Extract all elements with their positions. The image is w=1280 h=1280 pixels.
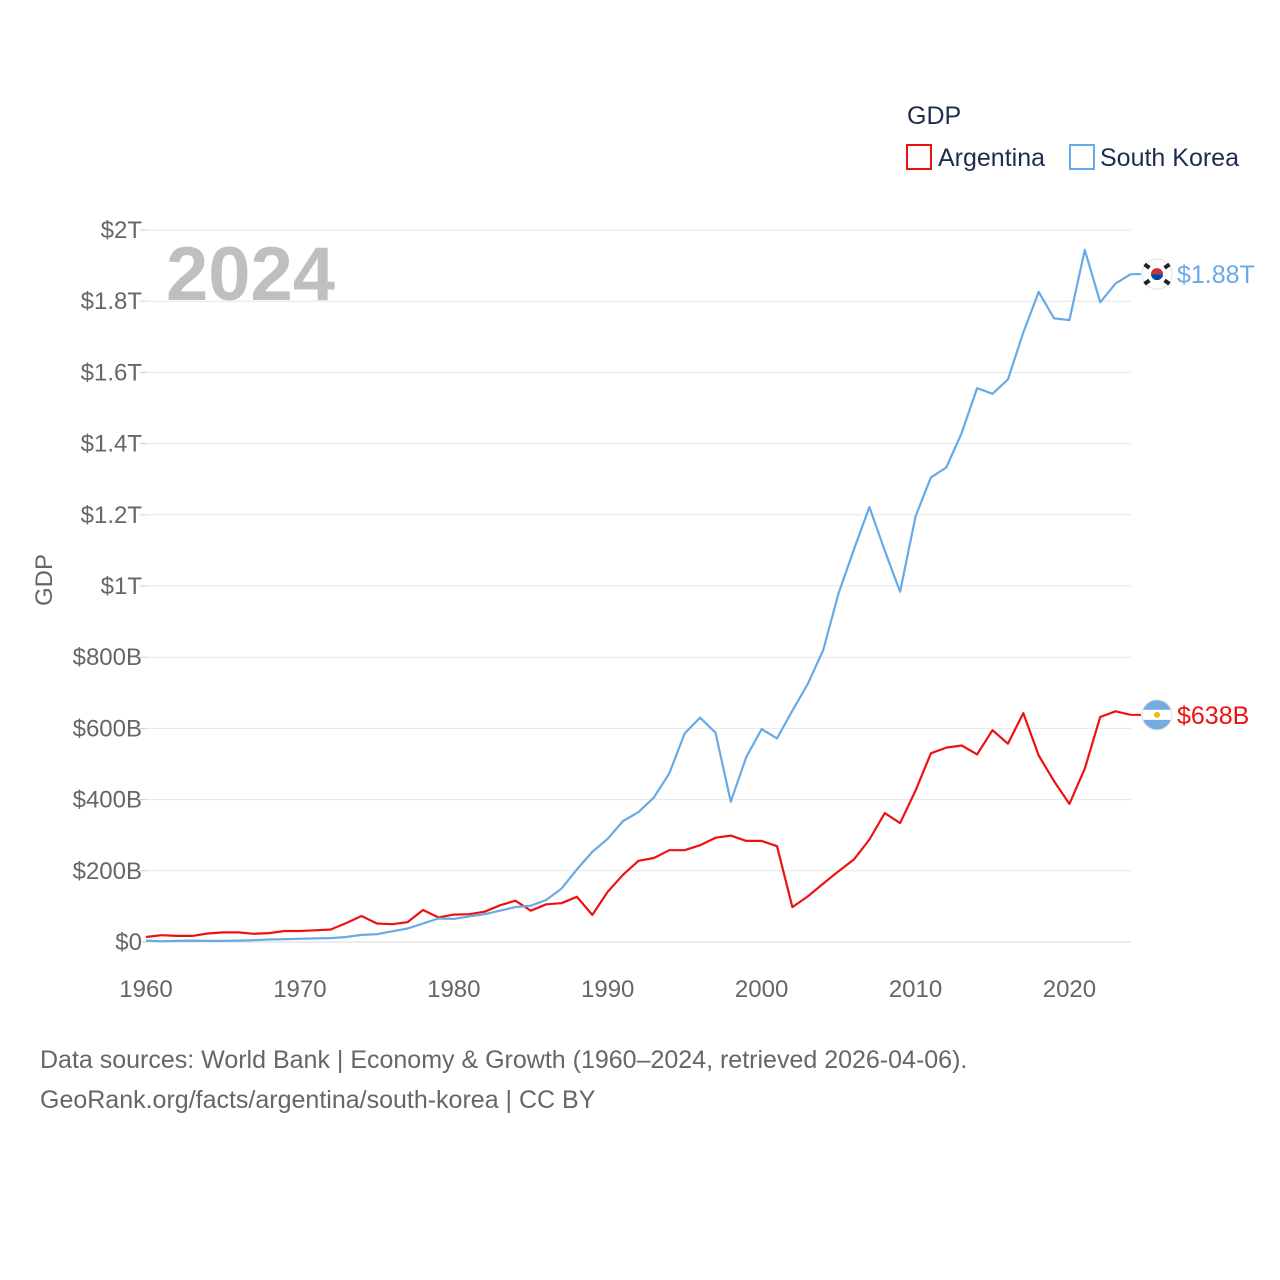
footer: Data sources: World Bank | Economy & Gro… <box>40 1040 967 1120</box>
y-tick-label: $1.6T <box>81 359 143 386</box>
footer-link[interactable]: GeoRank.org/facts/argentina/south-korea … <box>40 1086 596 1114</box>
legend-title: GDP <box>907 102 961 130</box>
y-tick-label: $800B <box>73 644 142 671</box>
argentina-flag-icon <box>1141 699 1173 731</box>
legend-swatch-south-korea <box>1069 144 1095 170</box>
y-axis-label: GDP <box>31 554 58 606</box>
y-tick-label: $1T <box>101 573 143 600</box>
y-tick-label: $400B <box>73 787 142 814</box>
legend-item-south-korea[interactable]: South Korea <box>1069 144 1239 172</box>
legend-label-south-korea: South Korea <box>1100 144 1239 172</box>
south-korea-flag-icon <box>1141 258 1173 290</box>
x-tick-label: 1960 <box>119 976 172 1003</box>
x-tick-label: 2000 <box>735 976 788 1003</box>
x-tick-label: 1990 <box>581 976 634 1003</box>
series-line-argentina <box>145 710 1132 939</box>
x-tick-label: 1970 <box>273 976 326 1003</box>
end-value-label-argentina: $638B <box>1177 702 1249 730</box>
x-tick-label: 2010 <box>889 976 942 1003</box>
x-tick-label: 2020 <box>1043 976 1096 1003</box>
current-year-label: 2024 <box>166 232 335 317</box>
y-tick-label: $2T <box>101 217 143 244</box>
legend-label-argentina: Argentina <box>938 144 1045 172</box>
legend-item-argentina[interactable]: Argentina <box>906 144 1045 172</box>
y-axis-ticks: $0 $200B $400B $600B $800B $1T $1.2T $1.4T $1.6T… <box>73 217 146 956</box>
grid-lines <box>146 229 1131 943</box>
y-tick-label: $600B <box>73 715 142 742</box>
x-tick-label: 1980 <box>427 976 480 1003</box>
legend[interactable]: GDP Argentina South Korea <box>906 102 1239 172</box>
y-tick-label: $1.8T <box>81 288 143 315</box>
legend-swatch-argentina <box>906 144 932 170</box>
y-tick-label: $1.2T <box>81 502 143 529</box>
y-tick-label: $200B <box>73 858 142 885</box>
x-axis-ticks: 1960 1970 1980 1990 2000 2010 2020 <box>119 976 1096 1003</box>
end-value-label-south-korea: $1.88T <box>1177 261 1255 289</box>
series-line-south-korea <box>145 248 1132 943</box>
y-tick-label: $0 <box>115 929 142 956</box>
y-tick-label: $1.4T <box>81 431 143 458</box>
footer-sources: Data sources: World Bank | Economy & Gro… <box>40 1046 968 1074</box>
series-end-markers: $638B $1.88T <box>1131 258 1255 731</box>
series-lines <box>145 248 1132 943</box>
